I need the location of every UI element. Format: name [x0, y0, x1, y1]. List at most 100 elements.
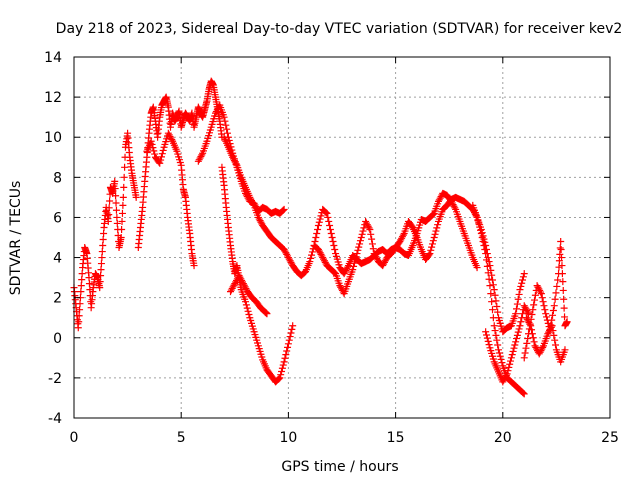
data-point [99, 236, 107, 244]
data-point [558, 254, 566, 262]
data-point [284, 252, 292, 260]
data-point [532, 343, 540, 351]
data-point [549, 307, 557, 315]
data-point [526, 320, 534, 328]
data-point [519, 273, 527, 281]
x-tick-label: 20 [494, 430, 512, 446]
data-point [319, 254, 327, 262]
data-point [100, 229, 108, 237]
data-point [477, 226, 485, 234]
data-point [342, 266, 350, 274]
data-point [434, 197, 442, 205]
data-point [156, 159, 164, 167]
data-point [245, 311, 253, 319]
data-point [500, 376, 508, 384]
data-point [149, 144, 157, 152]
data-point [230, 155, 238, 163]
data-point [197, 152, 205, 160]
data-point [519, 310, 527, 318]
data-point [287, 258, 295, 266]
data-point [513, 305, 521, 313]
data-point [538, 345, 546, 353]
data-point [105, 211, 113, 219]
data-point [560, 304, 568, 312]
data-point [112, 192, 120, 200]
data-point [521, 349, 529, 357]
axis-ticks [73, 56, 611, 419]
data-point [492, 331, 500, 339]
data-point [408, 222, 416, 230]
data-point [75, 312, 83, 320]
data-point [502, 371, 510, 379]
data-point [85, 280, 93, 288]
data-point [320, 257, 328, 265]
data-point [362, 219, 370, 227]
data-point [343, 265, 351, 273]
data-point [113, 219, 121, 227]
data-point [229, 283, 237, 291]
data-point [281, 247, 289, 255]
data-point [549, 327, 557, 335]
data-point [485, 341, 493, 349]
data-point [275, 375, 283, 383]
data-point [548, 322, 556, 330]
data-point [426, 250, 434, 258]
data-point [519, 389, 527, 397]
data-point [166, 132, 174, 140]
data-point [429, 210, 437, 218]
data-point [531, 291, 539, 299]
data-point [119, 201, 127, 209]
data-point [537, 347, 545, 355]
data-point [284, 343, 292, 351]
data-point [241, 283, 249, 291]
data-point [289, 322, 297, 330]
data-point [320, 255, 328, 263]
data-point [483, 256, 491, 264]
data-point [98, 248, 106, 256]
data-point [528, 311, 536, 319]
data-point [314, 246, 322, 254]
data-point [435, 196, 443, 204]
data-point [489, 276, 497, 284]
data-point [246, 193, 254, 201]
data-point [306, 258, 314, 266]
data-point [228, 284, 236, 292]
data-point [286, 257, 294, 265]
data-point [493, 302, 501, 310]
data-point [77, 288, 85, 296]
data-point [436, 194, 444, 202]
data-point [381, 257, 389, 265]
data-point [321, 258, 329, 266]
data-point [349, 266, 357, 274]
data-point [522, 314, 530, 322]
data-point [495, 346, 503, 354]
data-point [529, 334, 537, 342]
data-point [283, 250, 291, 258]
data-point [75, 318, 83, 326]
data-point [396, 238, 404, 246]
data-point [365, 224, 373, 232]
data-point [379, 262, 387, 270]
data-point [363, 221, 371, 229]
data-point [232, 160, 240, 168]
data-point [314, 225, 322, 233]
data-point [355, 243, 363, 251]
y-tick-label: -2 [48, 371, 62, 387]
data-point [190, 262, 198, 270]
data-point [432, 227, 440, 235]
data-point [475, 220, 483, 228]
data-point [310, 242, 318, 250]
x-axis-label: GPS time / hours [281, 459, 398, 475]
data-point [485, 275, 493, 283]
data-point [563, 318, 571, 326]
data-point [505, 363, 513, 371]
y-tick-label: 0 [53, 331, 62, 347]
data-point [276, 374, 284, 382]
data-point [243, 304, 251, 312]
data-point [220, 113, 228, 121]
data-point [97, 272, 105, 280]
data-point [524, 335, 532, 343]
data-point [499, 378, 507, 386]
data-point [317, 212, 325, 220]
data-point [150, 147, 158, 155]
